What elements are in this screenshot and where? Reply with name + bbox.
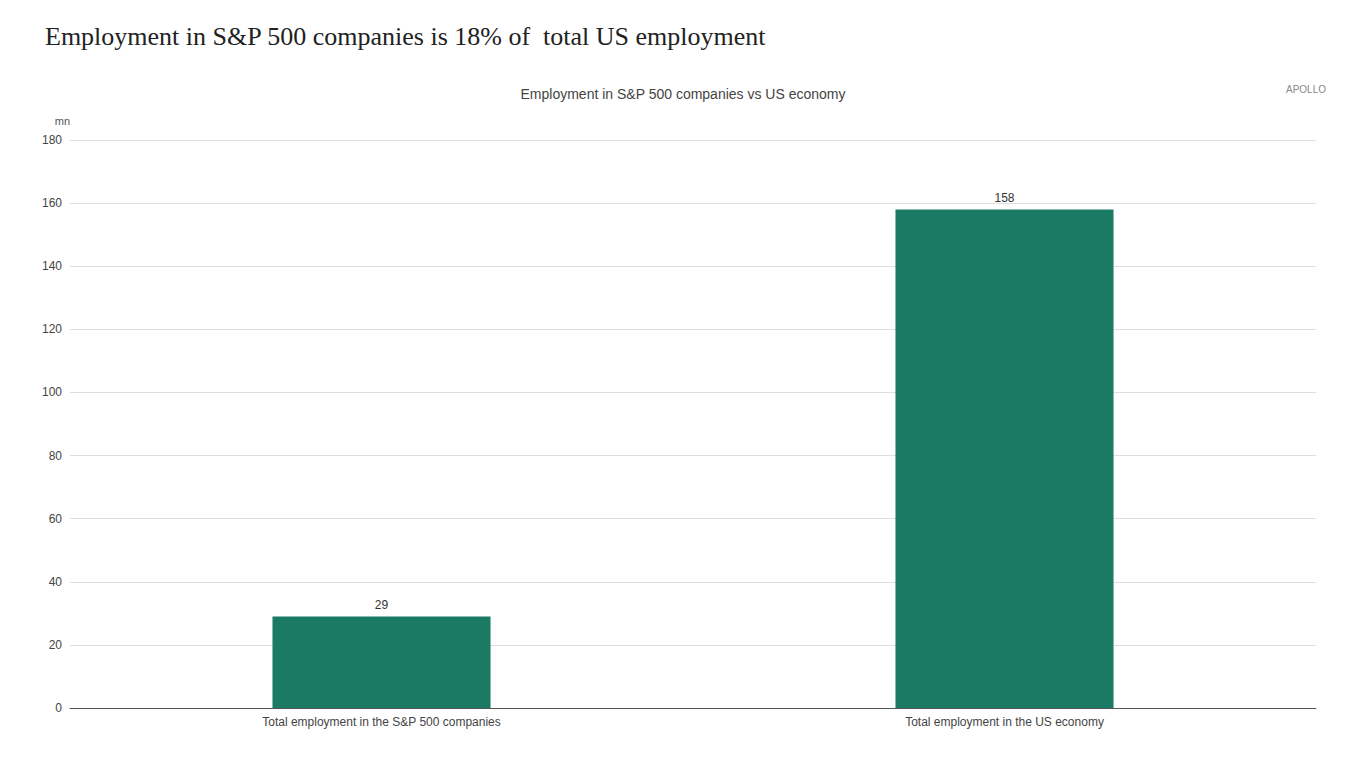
svg-text:158: 158: [994, 191, 1014, 205]
svg-text:160: 160: [42, 196, 62, 210]
svg-text:180: 180: [42, 133, 62, 147]
svg-text:APOLLO: APOLLO: [1286, 84, 1326, 95]
svg-text:100: 100: [42, 385, 62, 399]
svg-text:80: 80: [49, 449, 63, 463]
svg-text:Employment in S&P 500 companie: Employment in S&P 500 companies is 18% o…: [45, 22, 766, 51]
svg-text:40: 40: [49, 575, 63, 589]
svg-text:Employment in S&P 500 companie: Employment in S&P 500 companies vs US ec…: [520, 86, 845, 102]
svg-text:0: 0: [55, 701, 62, 715]
svg-text:120: 120: [42, 322, 62, 336]
svg-text:Total employment in the US eco: Total employment in the US economy: [905, 715, 1104, 729]
svg-text:60: 60: [49, 512, 63, 526]
svg-text:29: 29: [375, 598, 389, 612]
svg-text:Total employment in the S&P 50: Total employment in the S&P 500 companie…: [262, 715, 501, 729]
svg-text:20: 20: [49, 638, 63, 652]
svg-text:140: 140: [42, 259, 62, 273]
svg-text:mn: mn: [55, 115, 70, 127]
